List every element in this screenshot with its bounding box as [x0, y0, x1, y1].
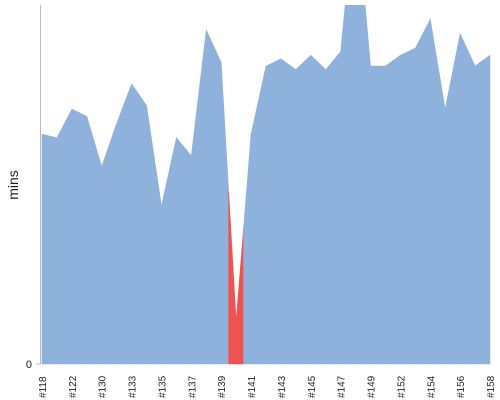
area-segment [332, 5, 349, 365]
area-segment [407, 33, 424, 365]
area-segment [79, 112, 95, 365]
area-segment [452, 32, 468, 365]
x-tick-label: #141 [247, 375, 258, 398]
area-segment [183, 92, 200, 365]
x-tick-label: #130 [98, 375, 109, 398]
area-segment [228, 191, 244, 365]
y-tick-label: 0 [26, 359, 32, 371]
x-tick-label: #149 [367, 375, 378, 398]
x-tick-label: #122 [68, 375, 79, 398]
area-segment [49, 123, 65, 365]
area-segment [422, 18, 439, 365]
area-segment [273, 58, 289, 365]
area-segment [93, 141, 110, 365]
x-tick-label: #137 [187, 375, 198, 398]
area-segment [362, 5, 379, 365]
area-segment [243, 100, 259, 365]
area-segment [392, 51, 409, 365]
y-axis-label: mins [5, 170, 21, 200]
area-segment [377, 60, 394, 365]
x-tick-label: #154 [426, 375, 437, 398]
x-tick-label: #139 [217, 375, 228, 398]
area-segment [467, 49, 483, 365]
area-segment [213, 46, 229, 365]
area-segment [41, 133, 50, 365]
area-segment [482, 54, 491, 365]
x-tick-label: #135 [157, 375, 168, 398]
plot-area [41, 5, 491, 365]
x-tick-label: #133 [128, 375, 139, 398]
x-tick-label: #156 [456, 375, 467, 398]
area-segment [64, 108, 80, 365]
area-segment [288, 61, 304, 365]
x-tick-label: #152 [396, 375, 407, 398]
area-segment [168, 137, 185, 365]
x-tick-label: #147 [337, 375, 348, 398]
area-segment [198, 29, 215, 365]
area-segment [258, 61, 274, 365]
area-segment [347, 5, 364, 365]
area-segment [108, 103, 125, 365]
x-tick-label: #118 [38, 376, 49, 398]
area-segment [138, 93, 155, 365]
x-tick-label: #145 [307, 375, 318, 398]
x-tick-label: #158 [486, 375, 497, 398]
area-segment [153, 155, 170, 365]
area-segment [437, 64, 453, 365]
area-segment [317, 59, 334, 365]
area-segment [303, 54, 319, 365]
area-segment [123, 83, 140, 365]
x-tick-label: #143 [277, 375, 288, 398]
